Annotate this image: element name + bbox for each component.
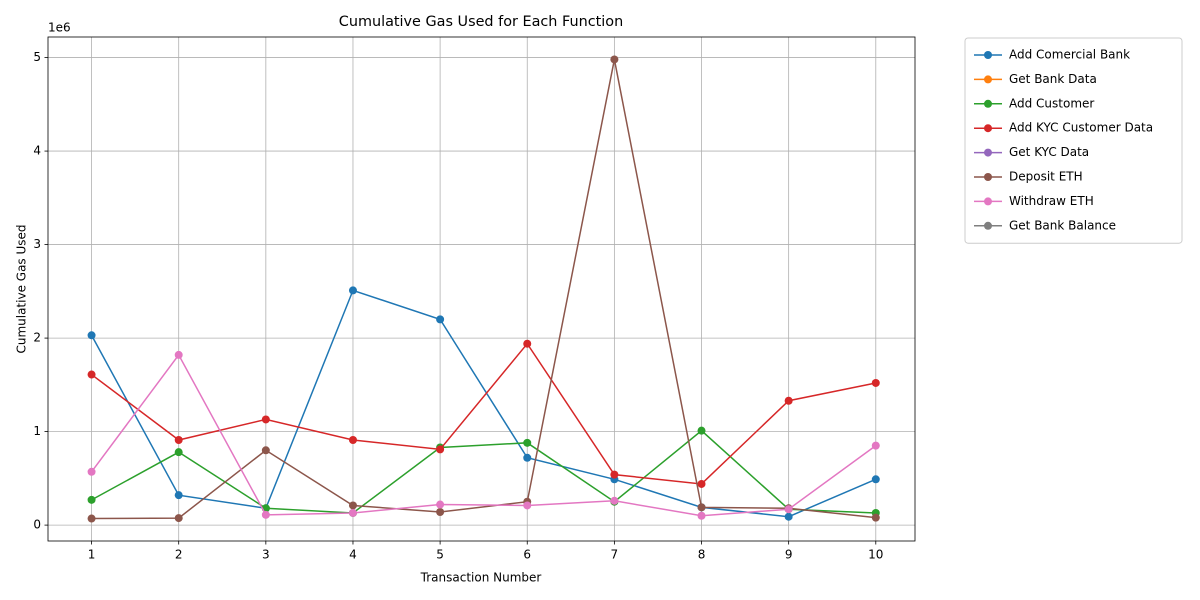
series-line bbox=[91, 429, 876, 514]
data-point bbox=[523, 501, 532, 510]
y-tick-label: 4 bbox=[33, 144, 41, 158]
legend-label: Get Bank Balance bbox=[1009, 218, 1116, 232]
data-point bbox=[348, 508, 357, 517]
x-tick-label: 1 bbox=[88, 548, 96, 562]
x-tick-label: 3 bbox=[262, 548, 270, 562]
data-point bbox=[174, 448, 183, 457]
data-point bbox=[871, 475, 880, 484]
data-point bbox=[174, 514, 183, 523]
data-point bbox=[610, 496, 619, 505]
series-line bbox=[90, 289, 877, 518]
data-point bbox=[87, 467, 96, 476]
y-tick-label: 5 bbox=[33, 50, 41, 64]
legend-label: Add KYC Customer Data bbox=[1009, 121, 1153, 135]
data-point bbox=[348, 436, 357, 445]
data-point bbox=[87, 495, 96, 504]
legend-label: Add Customer bbox=[1009, 96, 1094, 110]
data-point bbox=[871, 513, 880, 522]
data-point bbox=[697, 503, 706, 512]
legend-marker bbox=[984, 173, 992, 181]
x-tick-label: 7 bbox=[611, 548, 619, 562]
x-tick-label: 8 bbox=[698, 548, 706, 562]
legend-marker bbox=[984, 148, 992, 157]
data-point bbox=[784, 512, 793, 521]
y-offset-label: 1e6 bbox=[48, 21, 71, 35]
legend-label: Deposit ETH bbox=[1009, 170, 1083, 184]
data-point bbox=[87, 514, 96, 523]
x-tick-label: 10 bbox=[868, 548, 883, 562]
legend-label: Add Comercial Bank bbox=[1009, 48, 1130, 62]
data-point bbox=[348, 286, 357, 295]
data-point bbox=[436, 500, 445, 509]
legend-marker bbox=[984, 124, 992, 133]
data-point bbox=[436, 508, 445, 517]
data-point bbox=[174, 436, 183, 445]
y-tick-label: 2 bbox=[33, 331, 41, 345]
data-point bbox=[871, 378, 880, 387]
legend-label: Get Bank Data bbox=[1009, 72, 1097, 86]
data-point bbox=[87, 331, 96, 340]
data-point bbox=[174, 491, 183, 500]
legend-label: Withdraw ETH bbox=[1009, 194, 1094, 208]
legend-marker bbox=[984, 51, 992, 59]
series-line bbox=[91, 342, 876, 485]
y-tick-label: 1 bbox=[33, 424, 41, 438]
data-point bbox=[610, 470, 619, 479]
x-axis-label: Transaction Number bbox=[420, 571, 542, 585]
data-point bbox=[87, 370, 96, 379]
data-point bbox=[523, 339, 532, 348]
legend-label: Get KYC Data bbox=[1009, 145, 1089, 159]
y-tick-label: 0 bbox=[33, 518, 41, 532]
legend-marker bbox=[984, 197, 992, 206]
data-point bbox=[436, 315, 445, 324]
data-point bbox=[871, 441, 880, 450]
data-point bbox=[174, 350, 183, 359]
data-point bbox=[697, 511, 706, 520]
x-tick-label: 4 bbox=[349, 548, 357, 562]
data-point bbox=[610, 55, 619, 64]
data-point bbox=[523, 453, 532, 462]
series-line bbox=[91, 59, 876, 520]
data-point bbox=[523, 438, 532, 447]
x-tick-label: 2 bbox=[175, 548, 183, 562]
data-point bbox=[348, 501, 357, 510]
y-tick-label: 3 bbox=[33, 237, 41, 251]
x-tick-label: 5 bbox=[436, 548, 444, 562]
series-line bbox=[90, 353, 877, 517]
plot-frame bbox=[47, 36, 916, 542]
data-point bbox=[261, 446, 270, 455]
data-point bbox=[697, 479, 706, 488]
data-point bbox=[784, 396, 793, 405]
data-point bbox=[784, 505, 793, 514]
y-axis-label: Cumulative Gas Used bbox=[15, 224, 29, 353]
legend-marker bbox=[984, 75, 992, 84]
x-tick-label: 6 bbox=[523, 548, 531, 562]
data-point bbox=[261, 510, 270, 519]
x-tick-label: 9 bbox=[785, 548, 793, 562]
legend-box bbox=[964, 37, 1183, 244]
chart-title: Cumulative Gas Used for Each Function bbox=[339, 14, 623, 30]
legend-marker bbox=[984, 221, 992, 230]
legend-marker bbox=[984, 99, 992, 108]
data-point bbox=[697, 426, 706, 435]
data-point bbox=[261, 415, 270, 424]
data-point bbox=[436, 445, 445, 454]
